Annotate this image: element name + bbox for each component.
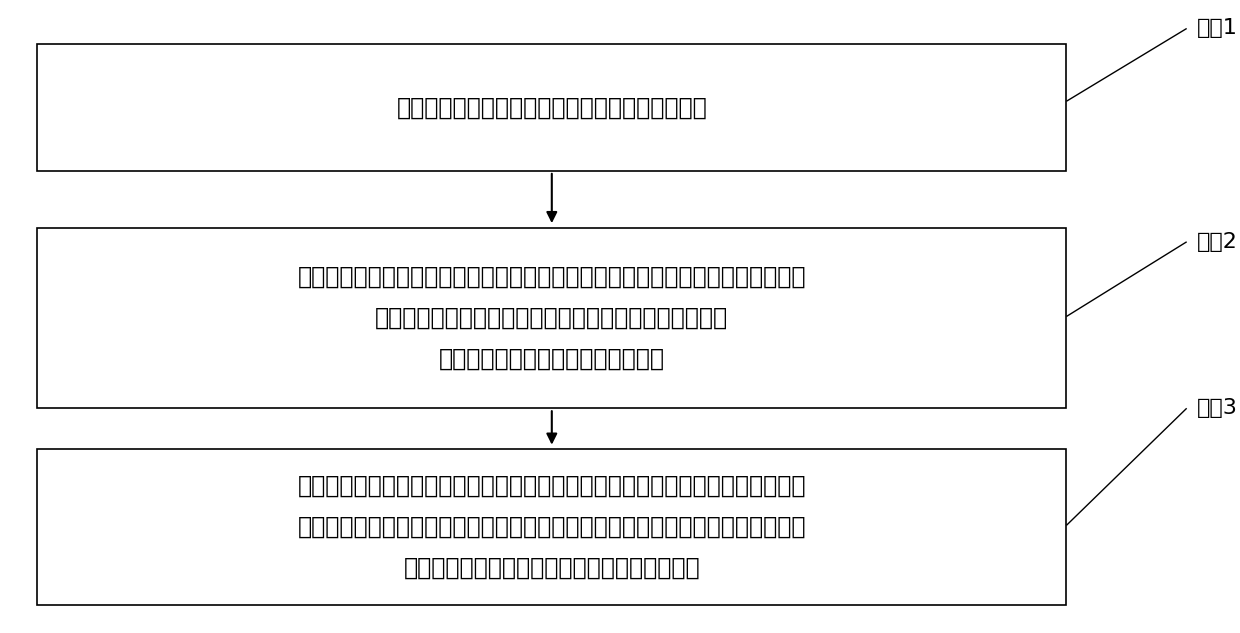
Text: 检测进入燃料电池堆的空气的进气温度和进气湿度: 检测进入燃料电池堆的空气的进气温度和进气湿度 [397,96,707,120]
Text: 将检测到的进气温度和进气湿度与设定的最优温度范围和最优湿度范围进行比较，
判断所述进气温度是否在所述最优温度范围内，以及所述
进气湿度是否在所述最优湿度范围内: 将检测到的进气温度和进气湿度与设定的最优温度范围和最优湿度范围进行比较， 判断所… [298,265,806,371]
Text: 步骤2: 步骤2 [1197,232,1238,252]
Text: 步骤1: 步骤1 [1197,18,1238,39]
Bar [37,44,1066,171]
Bar [37,228,1066,408]
Text: 步骤3: 步骤3 [1197,398,1238,418]
Text: 当所述进气温度不在所述最优温度范围内或者所述进气湿度不在所述最优湿度范围
内时，对所述进气温度和所述进气湿度进行调节，使所述进气温度和所述进气湿度
分别满足所述: 当所述进气温度不在所述最优温度范围内或者所述进气湿度不在所述最优湿度范围 内时，… [298,474,806,580]
Bar [37,449,1066,605]
